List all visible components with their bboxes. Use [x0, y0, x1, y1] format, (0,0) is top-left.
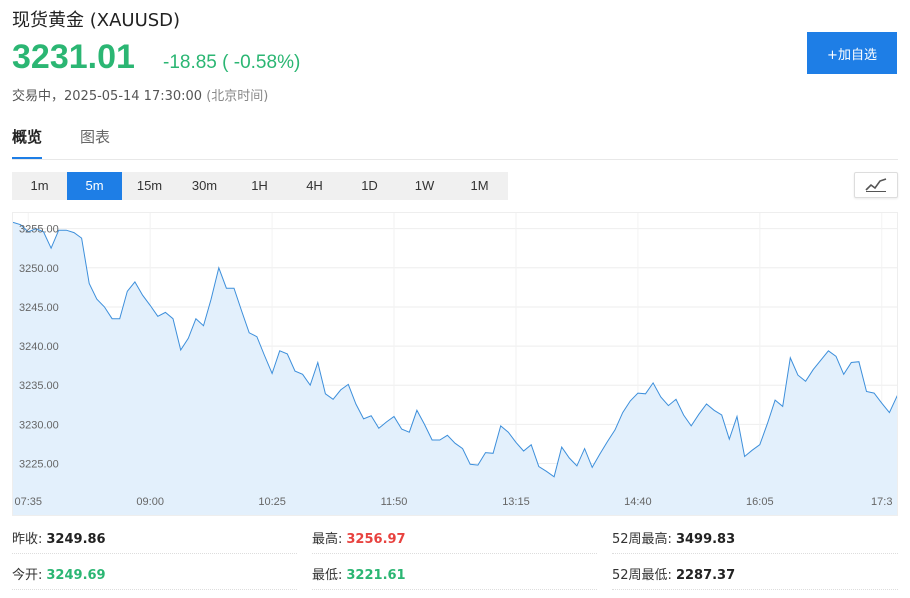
stat-high: 最高: 3256.97 [312, 526, 597, 554]
stat-label: 52周最高: [612, 532, 672, 547]
interval-1d[interactable]: 1D [361, 178, 378, 193]
stat-label: 最高: [312, 532, 343, 547]
stat-prev-close: 昨收: 3249.86 [12, 526, 297, 554]
timestamp-text: 交易中，2025-05-14 17:30:00 [12, 89, 203, 104]
stat-value: 3499.83 [675, 532, 736, 547]
y-tick-label: 3235.00 [19, 380, 59, 392]
interval-1w[interactable]: 1W [414, 178, 435, 193]
stats-row-2: 今开: 3249.69 最低: 3221.61 52周最低: 2287.37 [12, 560, 898, 596]
interval-30m[interactable]: 30m [191, 178, 218, 193]
current-price: 3231.01 [12, 38, 135, 76]
x-tick-label: 17:3 [871, 496, 892, 508]
stat-label: 52周最低: [612, 568, 672, 583]
x-tick-label: 16:05 [746, 496, 774, 508]
stats-panel: 昨收: 3249.86 最高: 3256.97 52周最高: 3499.83 今开: 3… [12, 524, 898, 596]
x-tick-label: 07:35 [14, 496, 42, 508]
interval-selector: 1m 5m 15m 30m 1H 4H 1D 1W 1M [12, 172, 508, 200]
stat-value: 3256.97 [346, 532, 406, 547]
tab-overview[interactable]: 概览 [12, 126, 43, 160]
y-tick-label: 3245.00 [19, 302, 59, 314]
trading-status: 交易中，2025-05-14 17:30:00 (北京时间) [12, 85, 268, 104]
timezone-label: (北京时间) [206, 89, 269, 104]
y-tick-label: 3250.00 [19, 263, 59, 275]
x-tick-label: 13:15 [502, 496, 530, 508]
stat-label: 昨收: [12, 532, 43, 547]
stat-52w-low: 52周最低: 2287.37 [612, 562, 898, 590]
add-to-watchlist-button[interactable]: +加自选 [807, 32, 897, 74]
stat-low: 最低: 3221.61 [312, 562, 597, 590]
stat-label: 最低: [312, 568, 343, 583]
chart-type-button[interactable] [854, 172, 898, 198]
price-chart[interactable]: 3225.00 3230.00 3235.00 3240.00 3245.00 3250.… [12, 212, 898, 516]
stat-label: 今开: [12, 568, 43, 583]
interval-1h[interactable]: 1H [251, 178, 268, 193]
page-title: 现货黄金 (XAUUSD) [12, 10, 181, 31]
y-tick-label: 3230.00 [19, 419, 59, 431]
stat-open: 今开: 3249.69 [12, 562, 297, 590]
x-tick-label: 10:25 [258, 496, 286, 508]
x-tick-label: 14:40 [624, 496, 652, 508]
interval-1m[interactable]: 1m [30, 178, 49, 193]
stat-value: 3249.86 [46, 532, 106, 547]
price-change: -18.85 ( -0.58%) [163, 52, 301, 73]
price-line [13, 221, 897, 478]
tab-chart[interactable]: 图表 [80, 128, 111, 146]
y-tick-label: 3240.00 [19, 341, 59, 353]
tab-divider [12, 159, 898, 160]
price-area [13, 222, 897, 515]
stat-52w-high: 52周最高: 3499.83 [612, 526, 898, 554]
interval-4h[interactable]: 4H [306, 178, 323, 193]
stat-value: 3249.69 [46, 568, 106, 583]
x-tick-label: 11:50 [381, 496, 408, 508]
line-chart-icon [865, 178, 887, 192]
y-tick-label: 3255.00 [19, 224, 59, 236]
stat-value: 2287.37 [675, 568, 736, 583]
stat-value: 3221.61 [346, 568, 406, 583]
price-chart-svg: 3225.00 3230.00 3235.00 3240.00 3245.00 3250.… [13, 213, 897, 515]
interval-1mo[interactable]: 1M [470, 178, 489, 193]
y-tick-label: 3225.00 [19, 459, 59, 471]
x-tick-label: 09:00 [136, 496, 164, 508]
interval-15m[interactable]: 15m [136, 178, 163, 193]
interval-5m[interactable]: 5m [67, 172, 122, 200]
stats-row-1: 昨收: 3249.86 最高: 3256.97 52周最高: 3499.83 [12, 524, 898, 560]
tab-bar: 概览 图表 [12, 126, 110, 160]
